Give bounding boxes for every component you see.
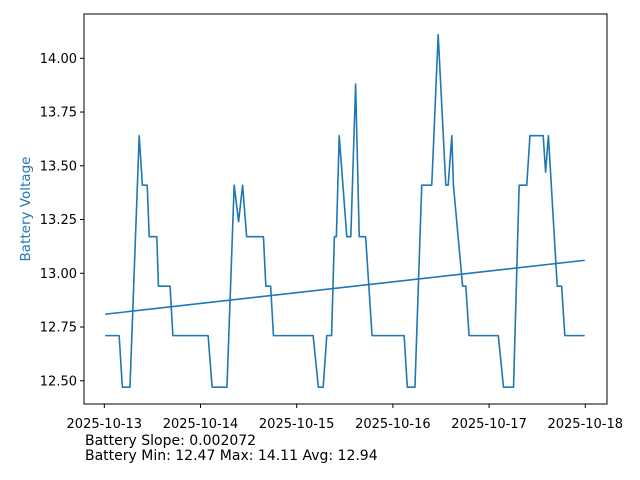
data-line xyxy=(104,33,585,389)
y-tick-label: 13.75 xyxy=(40,106,77,121)
x-tick-label: 2025-10-16 xyxy=(355,417,431,432)
y-axis-label: Battery Voltage xyxy=(18,156,34,262)
plot-frame xyxy=(83,13,608,405)
trend-line xyxy=(104,259,585,315)
y-tick-label: 12.50 xyxy=(40,374,77,389)
y-tick-label: 13.00 xyxy=(40,267,77,282)
x-tick-label: 2025-10-14 xyxy=(163,417,239,432)
x-tick-label: 2025-10-18 xyxy=(547,417,623,432)
y-tick-label: 12.75 xyxy=(40,321,77,336)
y-tick-label: 14.00 xyxy=(40,52,77,67)
x-tick-label: 2025-10-17 xyxy=(451,417,527,432)
y-tick-label: 13.25 xyxy=(40,213,77,228)
y-tick-label: 13.50 xyxy=(40,159,77,174)
stats-slope-text: Battery Slope: 0.002072 xyxy=(85,433,257,449)
x-tick-label: 2025-10-13 xyxy=(67,417,143,432)
x-tick-label: 2025-10-15 xyxy=(259,417,335,432)
stats-minmax-text: Battery Min: 12.47 Max: 14.11 Avg: 12.94 xyxy=(85,448,378,464)
